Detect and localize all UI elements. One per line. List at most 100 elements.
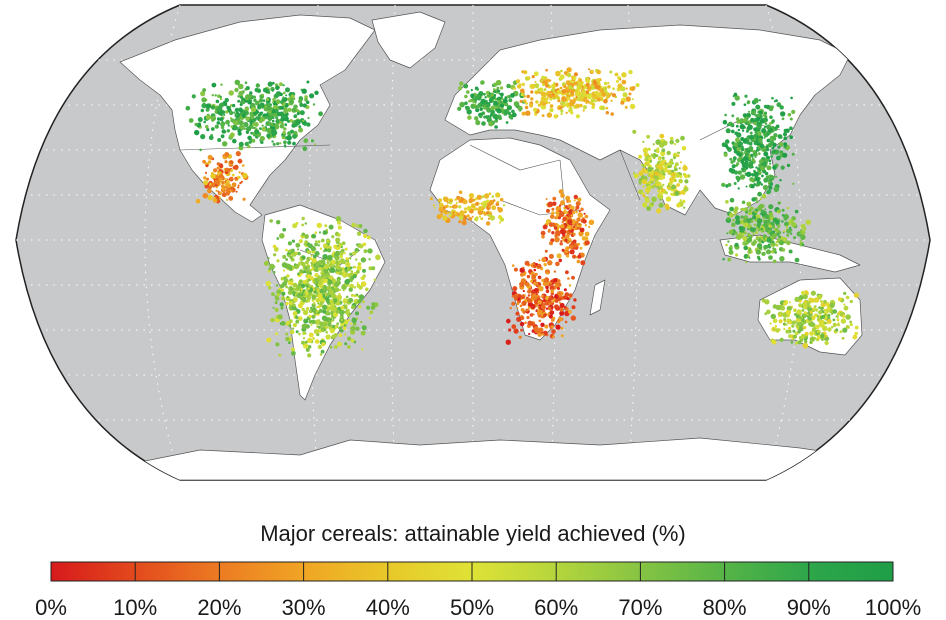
cropland-patch-southern-africa — [505, 339, 511, 345]
cropland-patch-south-america — [334, 252, 339, 257]
cropland-patch-west-africa — [447, 211, 450, 215]
cropland-patch-south-asia — [652, 183, 656, 187]
cropland-patch-north-america — [200, 108, 204, 113]
cropland-patch-australia — [815, 324, 820, 330]
cropland-patch-australia — [804, 331, 809, 336]
cropland-patch-south-america — [360, 276, 364, 280]
cropland-patch-eastern-europe — [537, 88, 540, 91]
cropland-patch-south-america — [285, 248, 288, 252]
cropland-patch-eastern-europe — [566, 89, 570, 93]
cropland-patch-north-america — [271, 119, 275, 123]
cropland-patch-europe — [474, 105, 480, 110]
cropland-patch-east-africa — [549, 241, 553, 246]
cropland-patch-north-america — [217, 138, 222, 142]
cropland-patch-south-america — [323, 320, 327, 324]
cropland-patch-south-america — [275, 332, 278, 336]
cropland-patch-eastern-europe — [573, 98, 577, 102]
cropland-patch-china — [745, 185, 748, 188]
cropland-patch-southern-africa — [543, 313, 547, 318]
cropland-patch-east-africa — [556, 253, 562, 259]
cropland-patch-mexico-central-america — [217, 190, 220, 193]
cropland-patch-north-america — [255, 116, 259, 120]
cropland-patch-south-asia — [681, 146, 687, 151]
cropland-patch-southern-africa — [527, 306, 531, 310]
cropland-patch-north-america — [218, 102, 224, 108]
cropland-patch-china — [760, 183, 763, 186]
cropland-patch-south-america — [285, 258, 288, 261]
cropland-patch-north-america — [282, 96, 285, 99]
cropland-patch-eastern-europe — [595, 78, 601, 83]
cropland-patch-eastern-europe — [535, 100, 539, 104]
cropland-patch-southeast-asia — [765, 228, 769, 233]
cropland-patch-north-america — [249, 91, 253, 95]
cropland-patch-south-america — [304, 340, 308, 344]
cropland-patch-south-america — [320, 349, 325, 354]
cropland-patch-southern-africa — [564, 320, 568, 324]
cropland-patch-south-america — [274, 307, 279, 312]
cropland-patch-southeast-asia — [762, 238, 767, 243]
cropland-patch-southeast-asia — [740, 215, 744, 219]
cropland-patch-north-america — [197, 117, 203, 123]
cropland-patch-south-america — [290, 248, 295, 253]
cropland-patch-south-america — [289, 319, 293, 324]
cropland-patch-south-america — [312, 337, 315, 340]
cropland-patch-australia — [818, 310, 823, 315]
cropland-patch-eastern-europe — [583, 93, 588, 98]
cropland-patch-europe — [496, 108, 502, 114]
cropland-patch-australia — [849, 322, 853, 327]
cropland-patch-southern-africa — [506, 318, 511, 324]
cropland-patch-europe — [497, 99, 501, 103]
cropland-patch-north-america — [304, 95, 308, 99]
cropland-patch-south-america — [301, 223, 305, 227]
cropland-patch-australia — [798, 303, 803, 308]
cropland-patch-south-america — [348, 287, 353, 292]
cropland-patch-europe — [478, 91, 484, 97]
cropland-patch-south-america — [356, 265, 362, 271]
cropland-patch-southeast-asia — [732, 218, 735, 222]
cropland-patch-eastern-europe — [565, 96, 570, 101]
cropland-patch-south-asia — [675, 138, 680, 143]
cropland-patch-south-asia — [659, 185, 663, 190]
cropland-patch-south-america — [323, 268, 329, 274]
cropland-patch-southern-africa — [533, 268, 537, 272]
cropland-patch-southeast-asia — [761, 193, 767, 199]
cropland-patch-southeast-asia — [764, 214, 770, 220]
cropland-patch-south-america — [321, 342, 326, 347]
cropland-patch-south-america — [363, 249, 368, 254]
cropland-patch-south-america — [322, 250, 326, 253]
cropland-patch-west-africa — [482, 203, 487, 208]
cropland-patch-southeast-asia — [725, 200, 729, 204]
cropland-patch-eastern-europe — [574, 103, 580, 109]
cropland-patch-southern-africa — [559, 302, 565, 308]
cropland-patch-australia — [807, 306, 810, 309]
cropland-patch-south-america — [307, 287, 310, 291]
cropland-patch-south-america — [273, 253, 277, 257]
cropland-patch-australia — [827, 327, 832, 332]
cropland-patch-north-america — [211, 94, 214, 97]
cropland-patch-china — [763, 151, 769, 157]
cropland-patch-south-america — [314, 319, 321, 326]
cropland-patch-southeast-asia — [746, 218, 751, 223]
cropland-patch-china — [731, 129, 735, 134]
cropland-patch-north-america — [282, 134, 286, 138]
cropland-patch-south-asia — [643, 164, 647, 167]
cropland-patch-china — [736, 117, 740, 121]
cropland-patch-west-africa — [483, 212, 487, 216]
cropland-patch-south-america — [349, 283, 355, 289]
cropland-patch-south-america — [326, 261, 329, 265]
cropland-patch-australia — [761, 298, 766, 303]
cropland-patch-north-america — [259, 104, 264, 108]
cropland-patch-europe — [504, 102, 509, 107]
cropland-patch-china — [783, 136, 788, 141]
colorbar-tick-label: 30% — [282, 595, 326, 620]
cropland-patch-china — [741, 129, 745, 132]
cropland-patch-southern-africa — [522, 272, 526, 276]
cropland-patch-southeast-asia — [786, 228, 792, 234]
cropland-patch-australia — [783, 327, 786, 331]
cropland-patch-east-africa — [546, 208, 550, 213]
cropland-patch-mexico-central-america — [202, 193, 208, 199]
cropland-patch-eastern-europe — [570, 111, 574, 115]
cropland-patch-eastern-europe — [543, 88, 547, 92]
colorbar-tick-label: 0% — [35, 595, 67, 620]
cropland-patch-north-america — [314, 90, 319, 96]
